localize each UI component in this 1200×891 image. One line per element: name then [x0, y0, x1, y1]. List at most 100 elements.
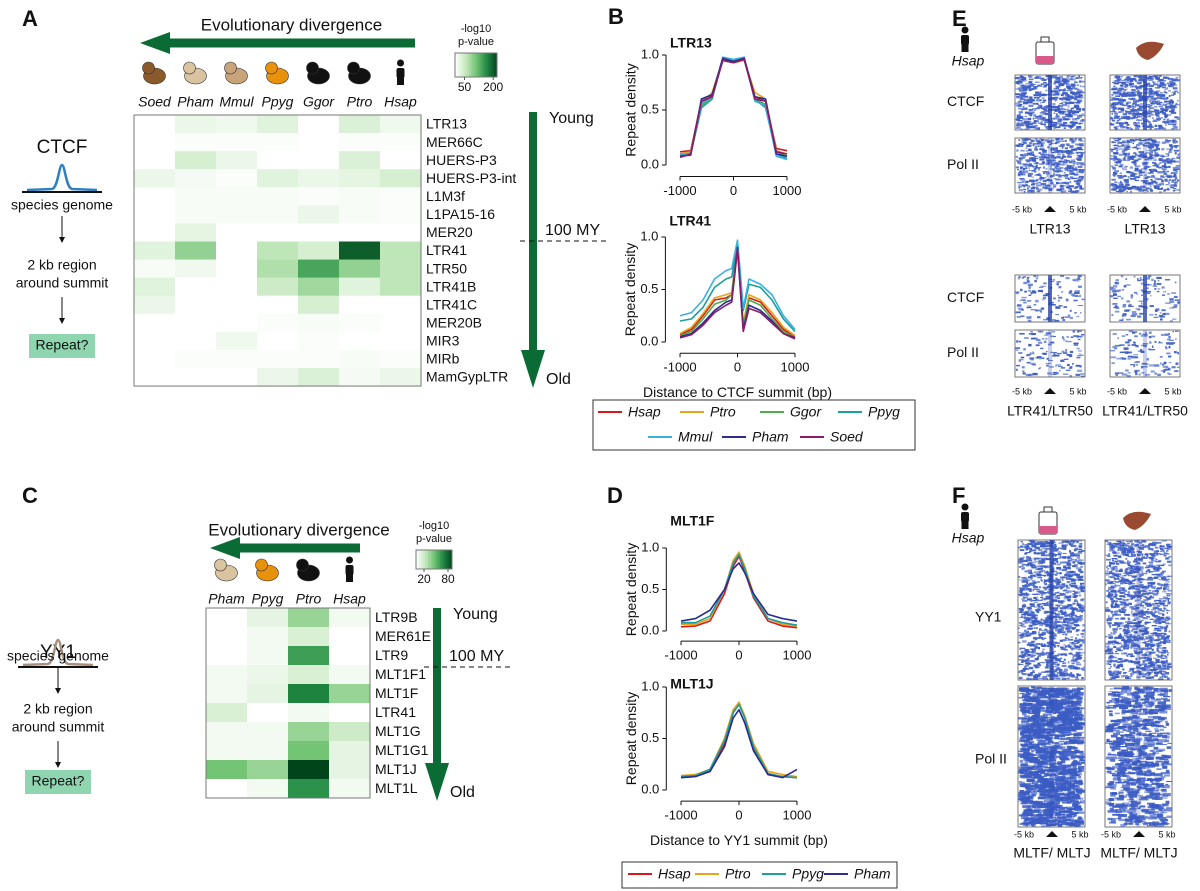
read-mark — [1128, 80, 1134, 83]
read-mark — [1078, 648, 1083, 651]
read-mark — [1023, 170, 1028, 172]
read-mark — [1054, 117, 1060, 120]
read-mark — [1018, 655, 1024, 658]
factor-name: YY1 — [40, 642, 76, 663]
read-mark — [1020, 545, 1023, 548]
human-icon — [961, 44, 969, 52]
read-mark — [1059, 569, 1062, 571]
read-mark — [1136, 293, 1139, 295]
read-mark — [1032, 670, 1035, 672]
read-mark — [1067, 590, 1072, 593]
read-mark — [1120, 116, 1127, 119]
read-mark — [1110, 350, 1115, 352]
read-mark — [1055, 364, 1061, 366]
read-mark — [1118, 153, 1123, 156]
read-mark — [1015, 291, 1019, 295]
peak-curve — [22, 638, 94, 667]
read-mark — [1020, 111, 1023, 113]
y-axis-label: Repeat density — [623, 543, 639, 636]
read-mark — [1133, 365, 1135, 368]
read-mark — [1117, 145, 1122, 148]
read-mark — [1026, 657, 1030, 660]
read-mark — [1074, 619, 1078, 621]
read-mark — [1074, 95, 1078, 99]
read-mark — [1055, 742, 1059, 744]
read-mark — [1077, 350, 1082, 352]
read-mark — [1075, 143, 1079, 145]
read-mark — [1032, 617, 1038, 620]
read-mark — [1027, 305, 1032, 307]
read-mark — [1075, 653, 1080, 656]
read-mark — [1126, 375, 1131, 377]
read-mark — [1148, 93, 1151, 97]
human-icon — [961, 35, 969, 45]
read-mark — [1020, 154, 1024, 157]
read-mark — [1052, 97, 1056, 99]
read-mark — [1072, 92, 1076, 95]
read-mark — [1158, 93, 1164, 96]
read-mark — [1043, 172, 1046, 175]
read-mark — [1159, 82, 1164, 85]
read-mark — [1019, 594, 1023, 597]
read-mark — [1045, 558, 1051, 561]
read-mark — [1078, 122, 1082, 125]
read-mark — [1066, 335, 1069, 338]
read-mark — [1015, 81, 1020, 84]
read-mark — [1069, 145, 1074, 148]
read-mark — [1119, 93, 1125, 96]
read-mark — [1036, 580, 1040, 584]
read-mark — [1070, 636, 1074, 638]
x-tick-label: 0 — [735, 808, 742, 823]
read-mark — [1171, 179, 1176, 182]
read-mark — [1068, 752, 1077, 755]
read-mark — [1028, 163, 1033, 166]
heatmap-cell — [134, 115, 176, 134]
read-mark — [1021, 308, 1024, 311]
read-mark — [1144, 162, 1148, 165]
read-mark — [1141, 294, 1143, 296]
heatmap-cell — [175, 367, 217, 387]
read-mark — [1028, 572, 1034, 575]
y-tick-label: 1.0 — [641, 539, 659, 554]
read-mark — [1077, 178, 1081, 181]
read-mark — [1059, 119, 1062, 121]
young-label: Young — [453, 606, 498, 623]
read-mark — [1043, 622, 1047, 624]
read-mark — [1069, 152, 1075, 154]
read-mark — [1121, 141, 1125, 144]
line-series — [680, 708, 798, 779]
read-mark — [1017, 173, 1021, 176]
read-mark — [1154, 152, 1159, 154]
read-mark — [1112, 292, 1117, 294]
read-mark — [1137, 315, 1142, 318]
read-mark — [1117, 81, 1121, 84]
heatmap-cell — [298, 331, 340, 351]
colorbar-step — [441, 550, 444, 569]
read-mark — [1041, 542, 1047, 546]
read-mark — [1043, 543, 1049, 545]
read-mark — [1069, 180, 1072, 184]
read-mark — [1140, 140, 1142, 142]
read-mark — [1059, 592, 1065, 596]
read-mark — [1058, 305, 1063, 307]
read-mark — [1172, 138, 1176, 141]
heatmap-frame — [133, 114, 422, 387]
read-mark — [1018, 627, 1020, 629]
read-mark — [1066, 586, 1070, 589]
read-mark — [1073, 299, 1077, 302]
read-mark — [1020, 652, 1024, 654]
read-mark — [1133, 121, 1137, 124]
read-mark — [1070, 660, 1076, 662]
read-mark — [1117, 337, 1119, 339]
read-mark — [1077, 369, 1083, 372]
heatmap-cell — [257, 349, 299, 369]
read-mark — [1021, 568, 1024, 571]
summit-marker — [1044, 388, 1056, 394]
read-mark — [1021, 656, 1025, 659]
read-mark — [1167, 372, 1170, 375]
read-mark — [1031, 176, 1034, 178]
read-mark — [1043, 713, 1052, 716]
read-mark — [1061, 648, 1064, 650]
read-mark — [1024, 115, 1027, 118]
read-mark — [1028, 75, 1033, 78]
